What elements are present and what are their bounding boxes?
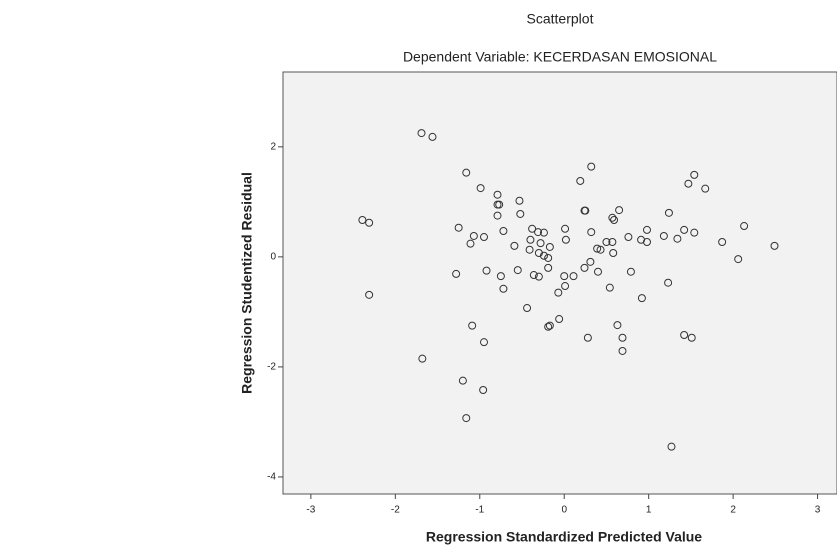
chart-subtitle: Dependent Variable: KECERDASAN EMOSIONAL (403, 49, 717, 65)
x-tick-label: 1 (646, 505, 652, 516)
y-tick-label: -2 (267, 362, 276, 373)
x-tick-label: -2 (391, 505, 400, 516)
chart-title: Scatterplot (527, 11, 594, 27)
y-tick-label: -4 (267, 472, 276, 483)
x-tick-label: 3 (815, 505, 821, 516)
x-axis-label: Regression Standardized Predicted Value (426, 529, 702, 545)
chart: Scatterplot Dependent Variable: KECERDAS… (0, 0, 837, 546)
y-tick-label: 2 (270, 141, 276, 152)
x-tick-label: 0 (561, 505, 567, 516)
x-tick-label: -1 (475, 505, 484, 516)
x-tick-label: -3 (306, 505, 315, 516)
x-tick-label: 2 (730, 505, 736, 516)
y-axis-label: Regression Studentized Residual (239, 172, 255, 394)
plot-area (283, 72, 837, 494)
y-tick-label: 0 (270, 252, 276, 263)
